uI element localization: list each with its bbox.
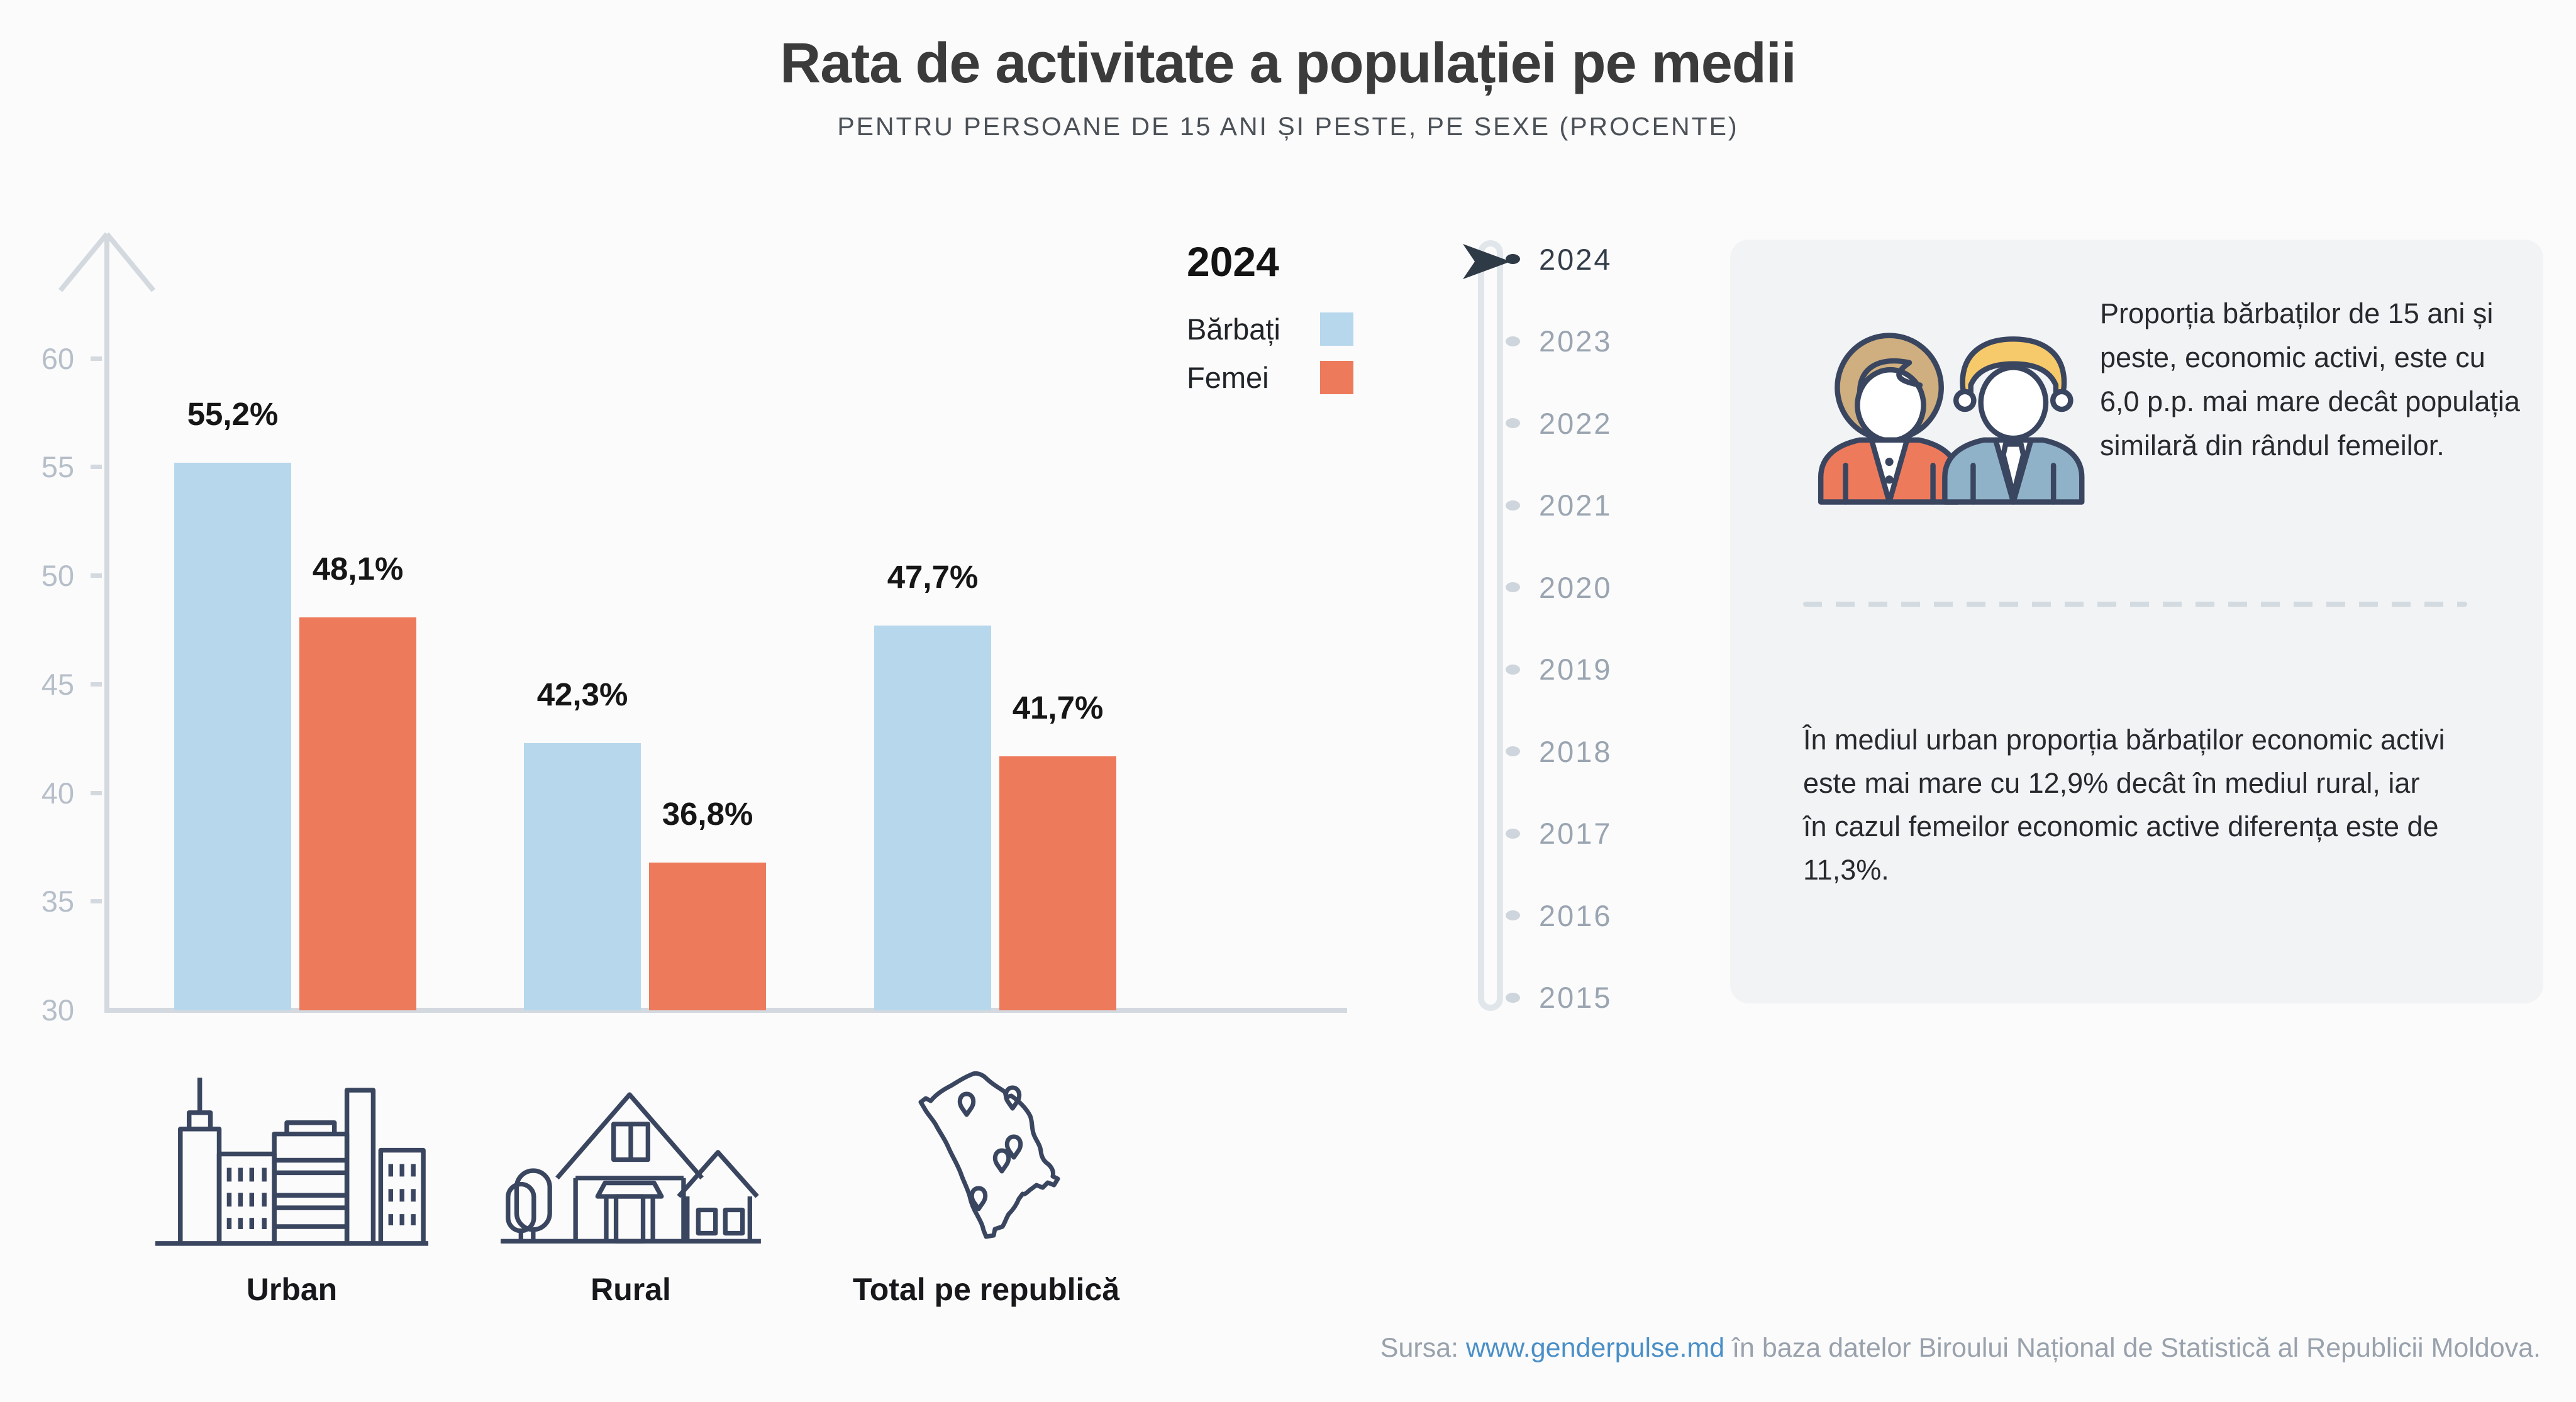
timeline-year-2022[interactable]: 2022 [1478, 402, 1613, 444]
legend-selected-year: 2024 [1187, 238, 1279, 285]
dashed-divider [1803, 602, 2467, 607]
category-label-total: Total pe republică [852, 1272, 1120, 1307]
timeline-dot [1506, 664, 1520, 675]
bar-value-label: 41,7% [1012, 689, 1104, 726]
y-axis-label: 60 [41, 341, 74, 375]
timeline-dot [1506, 992, 1520, 1003]
timeline-year-label: 2017 [1539, 817, 1613, 850]
timeline-year-2019[interactable]: 2019 [1478, 649, 1613, 690]
timeline-dot [1506, 254, 1520, 264]
bar-Bărbați-Rural [524, 743, 641, 1010]
y-axis-label: 40 [41, 776, 74, 810]
y-axis-tick [91, 790, 102, 795]
timeline-year-2023[interactable]: 2023 [1478, 321, 1613, 362]
timeline-year-label: 2021 [1539, 488, 1613, 522]
timeline-year-2017[interactable]: 2017 [1478, 813, 1613, 854]
y-axis-arrow-left [58, 232, 109, 292]
cursor-arrow-icon [1463, 244, 1511, 279]
timeline-dot [1506, 910, 1520, 920]
bar-value-label: 42,3% [536, 676, 628, 713]
timeline-year-label: 2022 [1539, 406, 1613, 440]
timeline-dot [1506, 418, 1520, 428]
legend-label-men: Bărbați [1187, 312, 1280, 346]
source-suffix: în baza datelor Biroului Național de Sta… [1724, 1333, 2541, 1363]
source-link[interactable]: www.genderpulse.md [1466, 1333, 1725, 1363]
bar-Femei-Total pe republică [999, 756, 1116, 1010]
bar-value-label: 55,2% [187, 396, 279, 433]
y-axis-tick [91, 682, 102, 687]
y-axis-label: 35 [41, 885, 74, 919]
timeline-dot [1506, 828, 1520, 839]
y-axis-tick [91, 465, 102, 470]
info-card: Proporția bărbaților de 15 ani și peste,… [1730, 240, 2543, 1003]
timeline-year-label: 2024 [1539, 242, 1613, 276]
legend-row-men: Bărbați [1187, 312, 1353, 346]
legend-label-women: Femei [1187, 361, 1269, 394]
timeline-year-2018[interactable]: 2018 [1478, 731, 1613, 772]
timeline-dot [1506, 582, 1520, 592]
y-axis-label: 50 [41, 559, 74, 592]
y-axis-tick [91, 356, 102, 361]
chart-axes [58, 232, 1347, 1013]
city-icon [155, 1078, 429, 1246]
year-timeline: 2024 2023 2022 2021 2020 2019 2018 2017 2016 2015 [1463, 238, 1679, 1018]
timeline-year-label: 2016 [1539, 898, 1613, 932]
timeline-year-2020[interactable]: 2020 [1478, 566, 1613, 608]
bar-Femei-Rural [649, 863, 766, 1010]
legend-swatch-women [1320, 361, 1353, 394]
bar-value-label: 47,7% [887, 559, 979, 595]
timeline-dot [1506, 746, 1520, 756]
timeline-year-label: 2020 [1539, 570, 1613, 604]
timeline-year-2015[interactable]: 2015 [1478, 977, 1613, 1018]
timeline-year-label: 2023 [1539, 324, 1613, 358]
category-label-rural: Rural [591, 1272, 671, 1307]
y-axis-tick [91, 899, 102, 904]
y-axis-label: 30 [41, 993, 74, 1027]
timeline-year-2021[interactable]: 2021 [1478, 485, 1613, 526]
timeline-dot [1506, 500, 1520, 511]
source-line: Sursa: www.genderpulse.md în baza datelo… [1380, 1333, 2541, 1364]
bar-Bărbați-Urban [174, 463, 291, 1010]
y-axis-label: 45 [41, 667, 74, 701]
card-text-gender-gap: Proporția bărbaților de 15 ani și peste,… [2100, 297, 2520, 461]
y-axis-label: 55 [41, 450, 74, 484]
timeline-year-label: 2018 [1539, 734, 1613, 768]
bar-value-label: 36,8% [662, 796, 753, 832]
legend-row-women: Femei [1187, 360, 1353, 395]
timeline-track [1478, 240, 1503, 1011]
timeline-year-label: 2015 [1539, 981, 1613, 1014]
timeline-year-2024[interactable]: 2024 [1478, 238, 1613, 280]
timeline-dot [1506, 336, 1520, 346]
bar-Bărbați-Total pe republică [874, 626, 991, 1010]
moldova-map-icon [918, 1071, 1060, 1239]
source-prefix: Sursa: [1380, 1333, 1467, 1363]
chart-legend: 2024 Bărbați Femei [1187, 238, 1353, 409]
card-text-urban-rural-gap: În mediul urban proporția bărbaților eco… [1803, 724, 2445, 886]
timeline-year-label: 2019 [1539, 653, 1613, 686]
y-axis-arrow-right [104, 232, 156, 292]
bar-value-label: 48,1% [312, 550, 404, 587]
bar-Femei-Urban [299, 617, 416, 1010]
legend-swatch-men [1320, 312, 1353, 346]
timeline-year-2016[interactable]: 2016 [1478, 895, 1613, 936]
page-title: Rata de activitate a populației pe medii [780, 32, 1796, 95]
man-and-woman-icon [1818, 333, 2085, 505]
house-icon [501, 1092, 761, 1244]
y-axis-tick [91, 573, 102, 578]
page-subtitle: PENTRU PERSOANE DE 15 ANI ȘI PESTE, PE S… [837, 112, 1739, 141]
category-label-urban: Urban [246, 1272, 338, 1307]
